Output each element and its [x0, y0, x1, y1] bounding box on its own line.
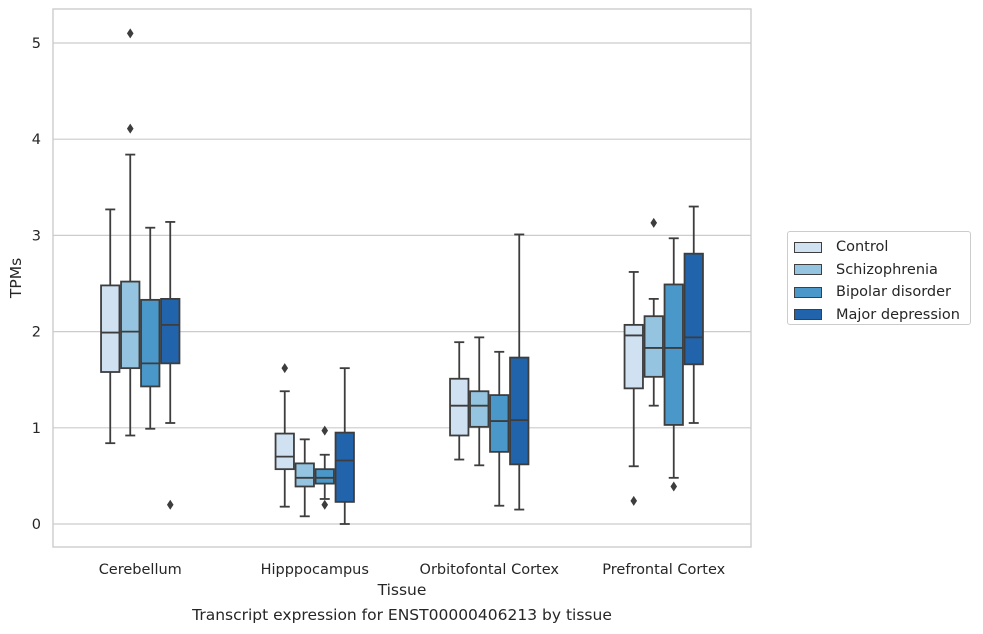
legend-swatch — [794, 309, 822, 321]
y-tick-label: 3 — [32, 228, 41, 244]
legend-label: Major depression — [836, 306, 960, 323]
y-tick-label: 1 — [32, 421, 41, 437]
box-iqr — [314, 468, 335, 485]
box-iqr — [160, 297, 181, 365]
legend-item: Schizophrenia — [794, 259, 970, 282]
box-major-depression-1 — [334, 367, 355, 525]
legend-label: Schizophrenia — [836, 261, 938, 278]
x-tick-label: Hipppocampus — [261, 562, 369, 578]
boxes-layer — [100, 28, 704, 525]
box-iqr — [274, 432, 295, 471]
outlier-point — [321, 425, 329, 436]
box-iqr — [663, 283, 684, 426]
box-bipolar-disorder-0 — [140, 226, 161, 430]
y-tick-label: 2 — [32, 325, 41, 341]
legend-swatch — [794, 264, 822, 276]
box-iqr — [294, 462, 315, 488]
outlier-point — [650, 217, 658, 228]
plot-frame — [52, 8, 752, 548]
gridlines — [53, 42, 751, 525]
figure-caption: Transcript expression for ENST0000040621… — [192, 606, 612, 624]
box-schizophrenia-0 — [120, 28, 141, 437]
outlier-point — [630, 495, 638, 506]
y-tick-labels: 0 1 2 3 4 5 — [32, 36, 41, 533]
x-tick-label: Cerebellum — [99, 562, 182, 578]
box-major-depression-2 — [509, 233, 530, 511]
legend-item: Control — [794, 236, 970, 259]
box-iqr — [449, 377, 470, 437]
box-schizophrenia-3 — [643, 217, 664, 407]
box-bipolar-disorder-2 — [489, 350, 510, 507]
legend-label: Bipolar disorder — [836, 284, 951, 301]
legend-label: Control — [836, 239, 889, 256]
y-tick-label: 4 — [32, 132, 41, 148]
box-schizophrenia-1 — [294, 438, 315, 518]
box-iqr — [623, 323, 644, 390]
box-iqr — [509, 356, 530, 466]
box-iqr — [120, 280, 141, 370]
box-iqr — [489, 394, 510, 453]
x-tick-labels: Cerebellum Hipppocampus Orbitofontal Corte… — [99, 562, 726, 578]
outlier-point — [321, 499, 329, 510]
box-iqr — [100, 284, 121, 373]
outlier-point — [126, 123, 134, 134]
legend-item: Bipolar disorder — [794, 281, 970, 304]
y-axis-label: TPMs — [7, 258, 25, 299]
box-control-1 — [274, 363, 295, 508]
legend-swatch — [794, 241, 822, 253]
box-iqr — [643, 315, 664, 378]
y-tick-label: 0 — [32, 517, 41, 533]
box-iqr — [140, 298, 161, 388]
box-major-depression-3 — [683, 205, 704, 424]
box-iqr — [334, 431, 355, 503]
box-bipolar-disorder-1 — [314, 425, 335, 510]
x-tick-label: Prefrontal Cortex — [602, 562, 725, 578]
box-control-2 — [449, 341, 470, 461]
outlier-point — [670, 481, 678, 492]
box-iqr — [469, 390, 490, 428]
legend-swatch — [794, 286, 822, 298]
box-control-0 — [100, 208, 121, 445]
y-tick-label: 5 — [32, 36, 41, 52]
outlier-point — [126, 28, 134, 39]
legend-item: Major depression — [794, 304, 970, 327]
outlier-point — [281, 363, 289, 374]
legend: Control Schizophrenia Bipolar disorder Majo… — [787, 231, 971, 325]
box-bipolar-disorder-3 — [663, 237, 684, 492]
outlier-point — [166, 499, 174, 510]
x-axis-label: Tissue — [377, 581, 427, 599]
box-schizophrenia-2 — [469, 336, 490, 467]
x-tick-label: Orbitofontal Cortex — [420, 562, 560, 578]
box-iqr — [683, 252, 704, 366]
box-major-depression-0 — [160, 221, 181, 510]
box-control-3 — [623, 271, 644, 506]
